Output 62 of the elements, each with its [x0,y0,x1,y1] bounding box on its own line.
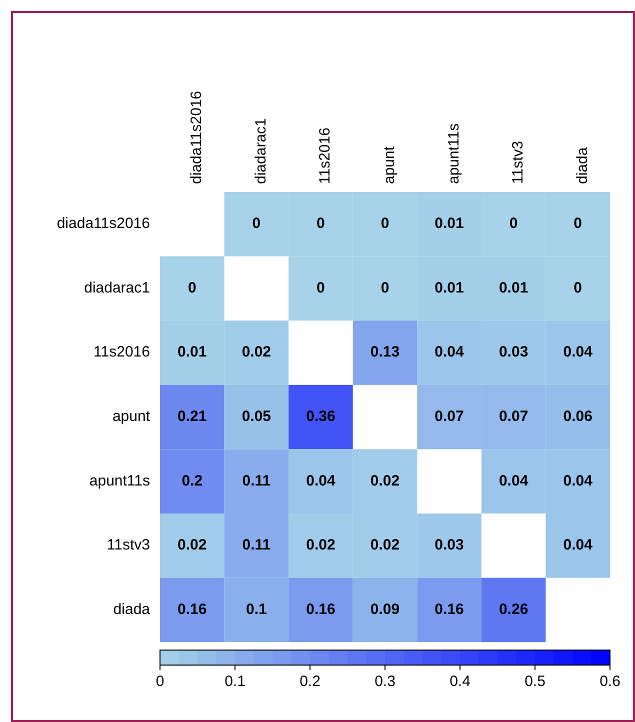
data-label: 0.09 [370,600,400,618]
data-label: 0.04 [434,344,465,361]
x-tick-label: 11s2016 [316,128,334,184]
data-label: 0 [316,279,325,296]
data-label: 0.36 [306,408,336,426]
x-tick-label: diada [574,146,591,184]
data-label: 0.06 [563,408,592,426]
y-tick-label: apunt11s [89,472,150,490]
x-tick-label: apunt11s [445,123,462,184]
color-bar-label: 0.4 [450,673,470,690]
data-label: 0.04 [563,344,594,361]
data-label: 0 [574,279,582,296]
x-tick-label: diadarac1 [252,118,270,184]
color-bar-label: 0.1 [224,673,246,690]
data-label: 0 [252,215,261,232]
data-label: 0 [380,279,390,296]
data-label: 0.01 [434,279,464,296]
data-label: 0.02 [178,536,207,554]
data-label: 0.11 [242,472,271,490]
color-bar-label: 0.2 [300,673,320,690]
data-label: 0.1 [246,600,267,618]
data-label: 0.07 [434,408,464,426]
data-label: 0.03 [498,344,528,361]
data-label: 0.02 [242,344,272,361]
data-label: 0.26 [498,600,528,618]
data-label: 0 [509,215,518,232]
color-bar-label: 0.6 [600,673,620,690]
y-tick-label: diadarac1 [84,279,150,296]
data-label: 0.05 [242,408,272,426]
color-bar-label: 0.5 [524,673,546,690]
data-label: 0.11 [242,536,271,554]
x-tick-label: 11stv3 [510,140,527,184]
data-label: 0.01 [434,215,464,232]
data-label: 0.02 [370,472,400,490]
y-tick-label: diada [113,600,151,618]
data-label: 0.02 [370,536,400,554]
data-label: 0 [316,215,325,232]
y-tick-label: diada11s2016 [56,215,150,232]
data-label: 0.04 [563,472,594,490]
data-label: 0 [574,215,582,232]
data-label: 0.01 [498,279,528,296]
color-bar-label: 0.3 [374,673,396,690]
data-label: 0.01 [178,344,207,361]
data-label: 0.2 [182,472,203,490]
data-label: 0.16 [178,600,207,618]
data-label: 0.02 [306,536,336,554]
y-tick-label: 11s2016 [94,344,150,361]
data-label: 0.13 [370,344,400,361]
data-label: 0.21 [178,408,207,426]
data-label: 0 [188,279,196,296]
data-label: 0.07 [498,408,528,426]
data-label: 0.04 [498,472,529,490]
data-label: 0.03 [434,536,464,554]
data-label: 0.04 [563,536,594,554]
y-tick-label: 11stv3 [106,536,150,554]
color-bar-label: 0 [156,673,164,690]
y-tick-label: apunt [112,408,151,426]
data-label: 0.16 [434,600,464,618]
data-label: 0.16 [306,600,336,618]
data-label: 0 [380,215,390,232]
x-tick-label: apunt [380,146,398,184]
data-label: 0.04 [306,472,336,490]
